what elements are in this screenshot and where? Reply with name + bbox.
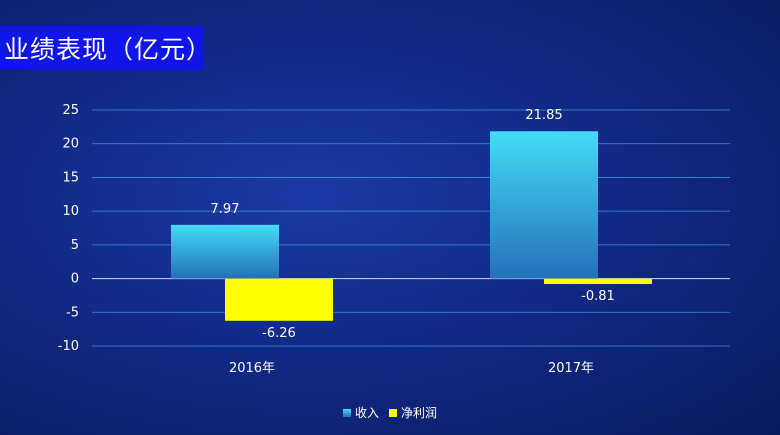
legend-label-revenue: 收入	[354, 406, 379, 420]
legend-swatch-revenue	[342, 408, 351, 417]
y-tick-label: 5	[71, 238, 79, 253]
bar-chart: 25 20 15 10 5 0 -5 -10 7.97 -6.26 21.85 -0.81 2016…	[58, 103, 730, 376]
data-label: -0.81	[581, 289, 615, 304]
x-tick-label: 2016年	[229, 361, 275, 376]
x-tick-label: 2017年	[548, 361, 594, 376]
y-tick-label: 25	[62, 103, 79, 118]
legend-item-revenue: 收入	[342, 404, 379, 421]
y-tick-label: 20	[62, 137, 79, 152]
y-tick-label: -10	[58, 339, 79, 354]
bars	[171, 131, 652, 321]
y-tick-label: -5	[66, 305, 79, 320]
y-tick-label: 15	[62, 170, 79, 185]
y-tick-label: 0	[71, 272, 79, 287]
bar-net-profit	[225, 278, 333, 321]
bar-net-profit	[544, 278, 652, 285]
legend-item-net-profit: 净利润	[389, 404, 437, 421]
data-label: 21.85	[525, 108, 562, 123]
legend-label-net-profit: 净利润	[401, 406, 438, 420]
bar-revenue	[171, 224, 279, 279]
x-axis-ticks: 2016年 2017年	[229, 361, 594, 376]
legend: 收入 净利润	[0, 404, 780, 421]
data-labels: 7.97 -6.26 21.85 -0.81	[211, 108, 615, 341]
title-banner: 业绩表现（亿元）	[0, 26, 211, 70]
y-tick-label: 10	[62, 204, 79, 219]
chart-title: 业绩表现（亿元）	[4, 35, 213, 64]
data-label: 7.97	[211, 202, 240, 217]
y-axis-ticks: 25 20 15 10 5 0 -5 -10	[58, 103, 79, 354]
legend-swatch-net-profit	[389, 408, 397, 417]
bar-revenue	[490, 131, 598, 279]
data-label: -6.26	[262, 326, 296, 341]
